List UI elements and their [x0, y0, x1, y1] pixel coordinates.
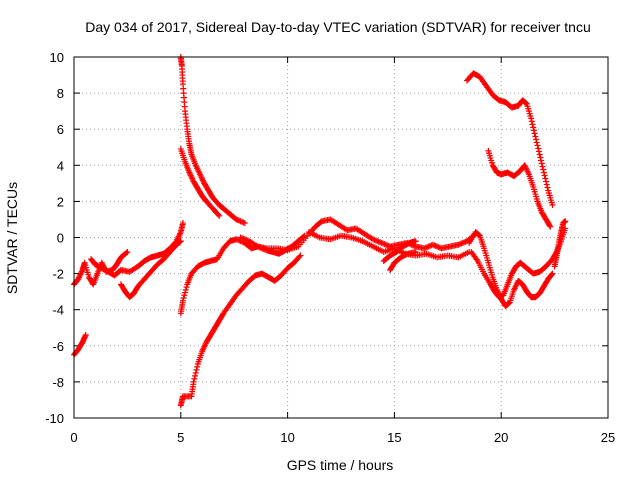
data-point — [543, 178, 550, 185]
data-point — [190, 378, 197, 385]
data-point — [412, 238, 419, 245]
y-tick-label: 8 — [57, 86, 64, 101]
series-trace-k — [380, 238, 419, 264]
x-tick-label: 25 — [601, 430, 615, 445]
data-point — [528, 115, 535, 122]
data-point — [546, 222, 553, 229]
x-tick-label: 0 — [70, 430, 77, 445]
data-point — [523, 100, 530, 107]
data-point — [181, 292, 188, 299]
series-trace-a — [71, 331, 89, 358]
data-point — [539, 163, 546, 170]
data-point — [216, 212, 223, 219]
data-point — [179, 297, 186, 304]
series-trace-i — [237, 216, 479, 254]
x-tick-label: 10 — [280, 430, 294, 445]
y-tick-label: 0 — [57, 231, 64, 246]
data-point — [535, 148, 542, 155]
y-tick-label: -8 — [52, 375, 64, 390]
y-tick-label: -10 — [45, 411, 64, 426]
data-point — [297, 252, 304, 259]
x-axis-label: GPS time / hours — [287, 457, 394, 473]
x-tick-label: 15 — [387, 430, 401, 445]
data-point — [412, 248, 419, 255]
data-point — [535, 145, 542, 152]
data-point — [192, 372, 199, 379]
data-point — [529, 121, 536, 128]
data-point — [182, 289, 189, 296]
series-trace-f — [177, 146, 223, 219]
series-trace-n — [468, 225, 569, 301]
data-point — [179, 220, 186, 227]
series-trace-d — [117, 238, 184, 301]
data-point — [549, 202, 556, 209]
data-point — [182, 286, 189, 293]
data-point — [537, 154, 544, 161]
y-tick-label: 2 — [57, 194, 64, 209]
data-point — [124, 248, 131, 255]
y-tick-label: -4 — [52, 303, 64, 318]
data-marks — [71, 54, 569, 409]
data-point — [82, 331, 89, 338]
series-trace-h — [177, 252, 304, 409]
data-point — [562, 218, 569, 225]
data-point — [536, 151, 543, 158]
y-tick-label: -6 — [52, 339, 64, 354]
data-point — [541, 172, 548, 179]
data-point — [547, 223, 554, 230]
data-point — [177, 238, 184, 245]
series-trace-l — [387, 248, 419, 273]
data-point — [193, 366, 200, 373]
data-point — [241, 220, 248, 227]
chart-title: Day 034 of 2017, Sidereal Day-to-day VTE… — [85, 19, 591, 35]
data-point — [177, 238, 184, 245]
data-point — [531, 130, 538, 137]
data-point — [530, 127, 537, 134]
y-tick-label: 4 — [57, 158, 64, 173]
y-tick-label: 6 — [57, 122, 64, 137]
data-point — [183, 284, 190, 291]
data-point — [549, 270, 556, 277]
data-point — [528, 118, 535, 125]
y-tick-labels: -10 -8 -6 -4 -2 0 2 4 6 8 10 — [45, 50, 64, 426]
data-point — [123, 249, 130, 256]
y-tick-label: -2 — [52, 267, 64, 282]
x-tick-label: 5 — [177, 430, 184, 445]
series-trace-o — [551, 218, 569, 270]
data-point — [191, 375, 198, 382]
data-point — [538, 157, 545, 164]
data-point — [296, 253, 303, 260]
series-trace-j — [305, 229, 473, 261]
data-point — [543, 181, 550, 188]
data-point — [533, 136, 540, 143]
data-point — [530, 124, 537, 131]
series-trace-q — [485, 147, 554, 230]
data-point — [533, 139, 540, 146]
x-tick-label: 20 — [494, 430, 508, 445]
y-tick-label: 10 — [50, 50, 64, 65]
y-axis-label: SDTVAR / TECUs — [4, 182, 20, 294]
data-point — [532, 133, 539, 140]
data-point — [192, 369, 199, 376]
data-point — [194, 363, 201, 370]
series-trace-p — [464, 70, 556, 209]
series-trace-m — [466, 229, 556, 310]
grid — [74, 57, 608, 418]
series-trace-e — [177, 54, 248, 227]
data-point — [538, 160, 545, 167]
data-point — [548, 271, 555, 278]
data-point — [540, 166, 547, 173]
data-point — [540, 169, 547, 176]
data-point — [534, 142, 541, 149]
data-point — [215, 211, 222, 218]
data-point — [180, 294, 187, 301]
x-tick-labels: 0 5 10 15 20 25 — [70, 430, 615, 445]
plot-frame — [73, 56, 609, 419]
data-point — [544, 184, 551, 191]
data-point — [542, 175, 549, 182]
